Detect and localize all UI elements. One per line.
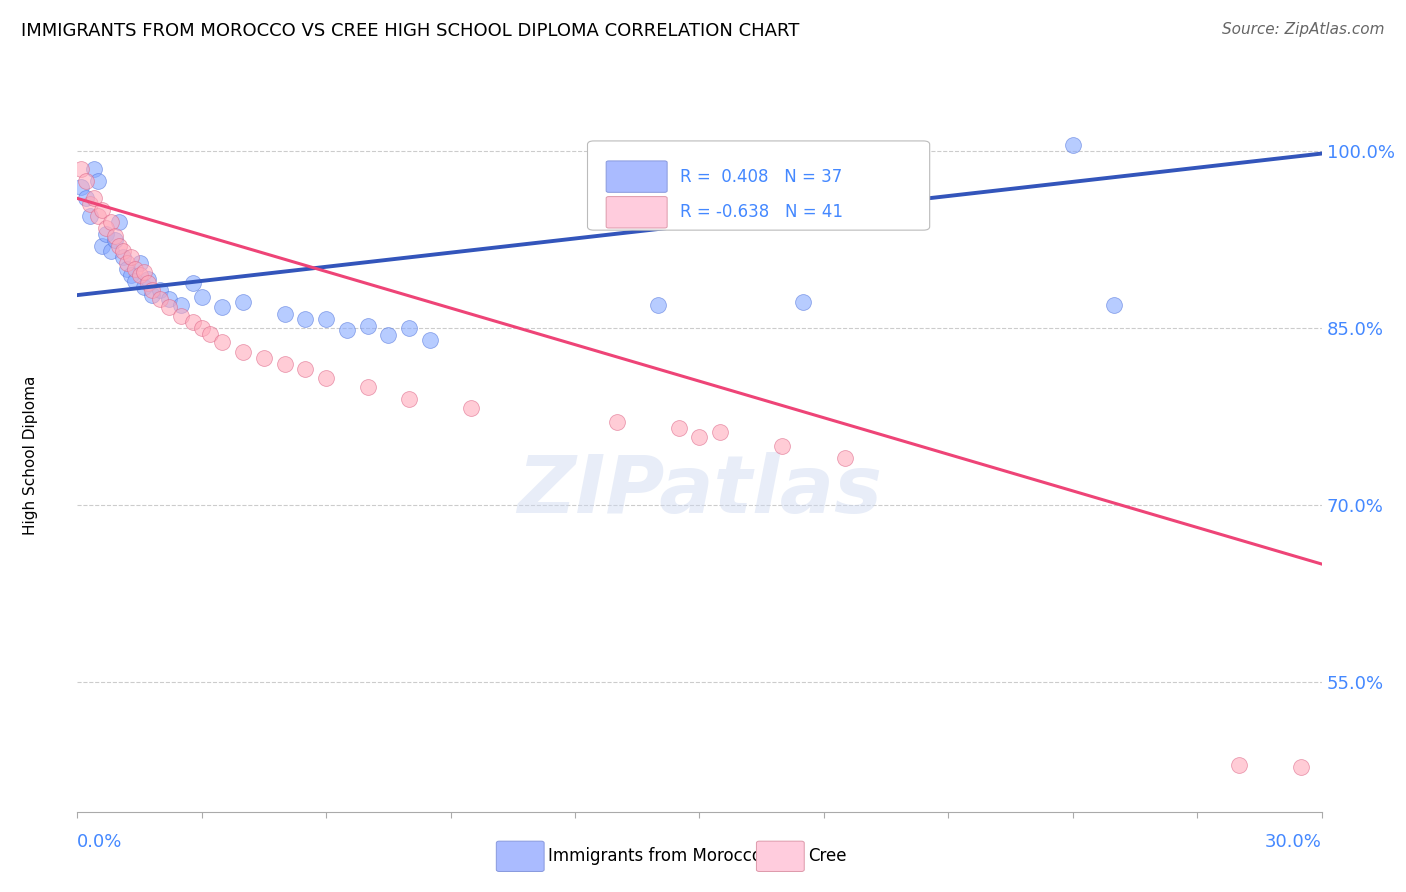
Point bbox=[294, 311, 316, 326]
Point bbox=[91, 238, 114, 252]
Point bbox=[128, 268, 150, 282]
Point bbox=[274, 357, 297, 371]
Point bbox=[108, 238, 131, 252]
Point bbox=[70, 179, 93, 194]
Point bbox=[87, 209, 110, 223]
Point bbox=[689, 430, 711, 444]
Point bbox=[198, 326, 221, 341]
Point bbox=[149, 292, 172, 306]
Text: R = -0.638   N = 41: R = -0.638 N = 41 bbox=[679, 203, 842, 221]
Point bbox=[111, 251, 134, 265]
Point bbox=[111, 244, 134, 259]
Point bbox=[377, 328, 399, 343]
Point bbox=[115, 262, 138, 277]
Point bbox=[772, 439, 794, 453]
Point bbox=[79, 209, 101, 223]
Point bbox=[87, 174, 110, 188]
Text: Source: ZipAtlas.com: Source: ZipAtlas.com bbox=[1222, 22, 1385, 37]
Point bbox=[79, 197, 101, 211]
Point bbox=[357, 380, 380, 394]
Point bbox=[104, 233, 127, 247]
Point bbox=[315, 311, 337, 326]
Point bbox=[141, 288, 163, 302]
Point bbox=[83, 191, 105, 205]
Point bbox=[83, 161, 105, 176]
Point bbox=[108, 215, 131, 229]
Point bbox=[96, 227, 118, 241]
Point bbox=[606, 416, 628, 430]
Point bbox=[232, 344, 254, 359]
Point bbox=[232, 295, 254, 310]
Point bbox=[132, 264, 155, 278]
Point bbox=[75, 174, 97, 188]
Point bbox=[149, 284, 172, 298]
FancyBboxPatch shape bbox=[606, 161, 666, 193]
Point bbox=[357, 318, 380, 333]
Point bbox=[1227, 757, 1250, 772]
Point bbox=[183, 277, 205, 291]
Point bbox=[336, 323, 359, 337]
Point bbox=[315, 370, 337, 384]
Point bbox=[170, 310, 193, 324]
Point bbox=[124, 274, 146, 288]
Point bbox=[115, 256, 138, 270]
Point bbox=[96, 220, 118, 235]
Point bbox=[709, 425, 731, 439]
Point bbox=[157, 300, 180, 314]
Point bbox=[398, 392, 420, 406]
Point bbox=[191, 290, 214, 304]
Text: Immigrants from Morocco: Immigrants from Morocco bbox=[548, 847, 762, 865]
Point bbox=[120, 251, 142, 265]
Point bbox=[792, 295, 814, 310]
Point bbox=[647, 297, 669, 311]
Point bbox=[1062, 138, 1084, 153]
Text: Cree: Cree bbox=[808, 847, 846, 865]
Point bbox=[157, 292, 180, 306]
Text: R =  0.408   N = 37: R = 0.408 N = 37 bbox=[679, 168, 842, 186]
Point bbox=[91, 203, 114, 218]
Point bbox=[124, 262, 146, 277]
Point bbox=[834, 450, 856, 465]
Text: 0.0%: 0.0% bbox=[77, 833, 122, 851]
Point bbox=[211, 335, 233, 350]
Point bbox=[1104, 297, 1126, 311]
Text: High School Diploma: High School Diploma bbox=[22, 376, 38, 534]
Point bbox=[141, 284, 163, 298]
Point bbox=[274, 307, 297, 321]
Point bbox=[253, 351, 276, 365]
FancyBboxPatch shape bbox=[588, 141, 929, 230]
FancyBboxPatch shape bbox=[606, 196, 666, 228]
Point bbox=[668, 421, 690, 435]
Point bbox=[136, 277, 159, 291]
Point bbox=[120, 268, 142, 282]
Text: IMMIGRANTS FROM MOROCCO VS CREE HIGH SCHOOL DIPLOMA CORRELATION CHART: IMMIGRANTS FROM MOROCCO VS CREE HIGH SCH… bbox=[21, 22, 800, 40]
Point bbox=[75, 191, 97, 205]
Point bbox=[398, 321, 420, 335]
Point bbox=[128, 256, 150, 270]
Point bbox=[132, 280, 155, 294]
Point bbox=[419, 333, 441, 347]
Point bbox=[191, 321, 214, 335]
Point bbox=[136, 271, 159, 285]
Text: ZIPatlas: ZIPatlas bbox=[517, 451, 882, 530]
Point bbox=[170, 297, 193, 311]
Point bbox=[460, 401, 482, 416]
Point bbox=[100, 244, 122, 259]
Point bbox=[1289, 760, 1312, 774]
Point bbox=[211, 300, 233, 314]
Point bbox=[100, 215, 122, 229]
Point bbox=[183, 315, 205, 329]
Point bbox=[104, 229, 127, 244]
Point bbox=[294, 362, 316, 376]
Text: 30.0%: 30.0% bbox=[1265, 833, 1322, 851]
Point bbox=[70, 161, 93, 176]
